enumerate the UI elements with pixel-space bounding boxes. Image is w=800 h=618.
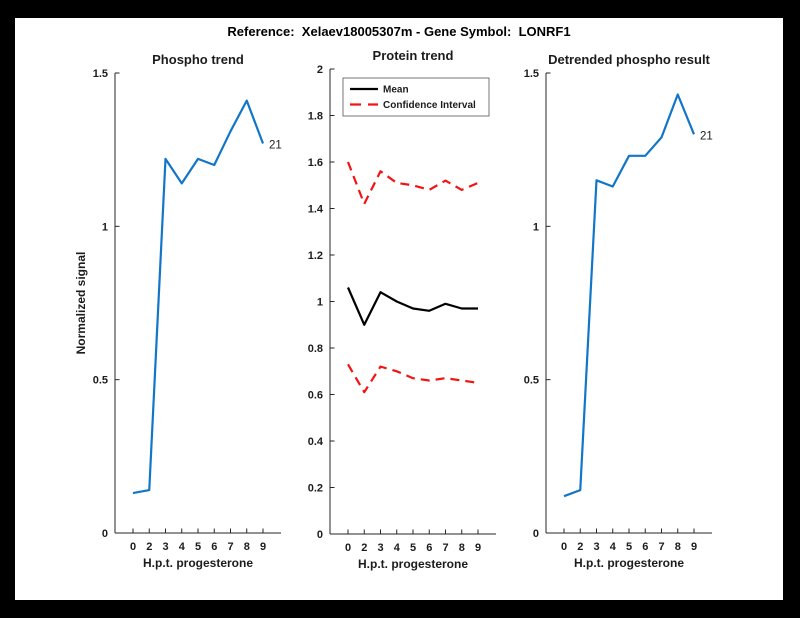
detrended-phospho-x-tick-label: 2: [577, 541, 583, 553]
detrended-phospho-y-tick-label: 0: [533, 528, 539, 540]
phospho-trend-y-tick-label: 0: [102, 528, 108, 540]
protein-trend-x-tick-label: 6: [426, 542, 432, 554]
phospho-trend-x-tick-label: 8: [244, 541, 250, 553]
detrended-phospho-end-label: 21: [700, 130, 713, 142]
protein-trend-y-tick-label: 0: [317, 529, 323, 541]
phospho-trend-x-tick-label: 6: [211, 541, 217, 553]
detrended-phospho-xlabel: H.p.t. progesterone: [574, 556, 684, 570]
protein-trend-y-tick-label: 1.2: [308, 250, 323, 262]
detrended-phospho-y-tick-label: 1.5: [524, 68, 539, 80]
protein-trend-y-tick-label: 2: [317, 64, 323, 76]
protein-trend-y-tick-label: 0.2: [308, 483, 323, 495]
protein-trend-series-mean: [346, 287, 478, 326]
phospho-trend-x-tick-label: 0: [130, 541, 136, 553]
phospho-trend-y-tick-label: 0.5: [93, 375, 108, 387]
plots-svg: 00.511.50 2 3 4 5 6 7 8 9H.p.t. progesteronePhos…: [74, 48, 713, 571]
protein-trend-x-tick-label: 9: [475, 542, 481, 554]
detrended-phospho-x-tick-label: 0: [561, 541, 567, 553]
protein-trend-x-tick-label: 0: [345, 542, 351, 554]
protein-trend-title: Protein trend: [373, 48, 454, 63]
detrended-phospho-x-tick-label: 3: [593, 541, 599, 553]
protein-trend-x-tick-label: 3: [377, 542, 383, 554]
detrended-phospho-x-tick-label: 5: [626, 541, 632, 553]
protein-trend-x-tick-label: 4: [394, 542, 401, 554]
protein-trend-legend-label-confidence-interval: Confidence Interval: [383, 100, 476, 111]
phospho-trend-y-tick-label: 1: [102, 221, 108, 233]
phospho-trend-ylabel: Normalized signal: [74, 252, 88, 355]
detrended-phospho-x-tick-label: 6: [642, 541, 648, 553]
phospho-trend-x-tick-label: 7: [227, 541, 233, 553]
protein-trend-x-tick-label: 5: [410, 542, 416, 554]
protein-trend-y-tick-label: 1.6: [308, 157, 323, 169]
protein-trend-series-confidence-interval-lower: [347, 363, 479, 394]
matlab-figure: 0 0.5 1 1.5 0 2 3 4 5 6 7 8 9 H.p.t. progesterone Phos…: [15, 18, 783, 600]
detrended-phospho-x-tick-label: 7: [658, 541, 664, 553]
protein-trend-xlabel: H.p.t. progesterone: [358, 557, 468, 571]
protein-trend-x-tick-label: 2: [361, 542, 367, 554]
protein-trend-x-tick-label: 8: [459, 542, 465, 554]
phospho-trend-x-tick-label: 3: [162, 541, 168, 553]
protein-trend-y-tick-label: 1: [317, 297, 323, 309]
detrended-phospho-x-tick-label: 9: [691, 541, 697, 553]
protein-trend-y-tick-label: 1.4: [308, 204, 324, 216]
detrended-phospho-title: Detrended phospho result: [548, 52, 710, 67]
phospho-trend-x-tick-label: 5: [195, 541, 201, 553]
protein-trend-y-tick-label: 0.6: [308, 390, 323, 402]
protein-trend-legend-label-mean: Mean: [383, 85, 409, 96]
detrended-phospho-x-tick-label: 4: [610, 541, 617, 553]
protein-trend-series-confidence-interval-upper: [346, 161, 479, 205]
detrended-phospho-y-tick-label: 1: [533, 221, 539, 233]
phospho-trend-x-tick-label: 9: [260, 541, 266, 553]
detrended-phospho-series-detrended-phospho-signal: [563, 93, 696, 498]
phospho-trend-end-label: 21: [269, 140, 282, 152]
detrended-phospho-y-tick-label: 0.5: [524, 375, 539, 387]
phospho-trend-xlabel: H.p.t. progesterone: [143, 556, 253, 570]
phospho-trend-y-tick-label: 1.5: [93, 68, 108, 80]
phospho-trend-x-tick-label: 2: [146, 541, 152, 553]
phospho-trend-title: Phospho trend: [152, 52, 244, 67]
protein-trend-y-tick-label: 0.8: [308, 343, 323, 355]
detrended-phospho-x-tick-label: 8: [675, 541, 681, 553]
protein-trend-x-tick-label: 7: [442, 542, 448, 554]
protein-trend-legend-box: [342, 77, 490, 117]
protein-trend-y-tick-label: 1.8: [308, 111, 323, 123]
protein-trend-y-tick-label: 0.4: [308, 436, 324, 448]
phospho-trend-x-tick-label: 4: [179, 541, 186, 553]
phospho-trend-series-phospho-signal: [132, 99, 265, 495]
figure-title: Reference: Xelaev18005307m - Gene Symbol…: [227, 24, 571, 39]
